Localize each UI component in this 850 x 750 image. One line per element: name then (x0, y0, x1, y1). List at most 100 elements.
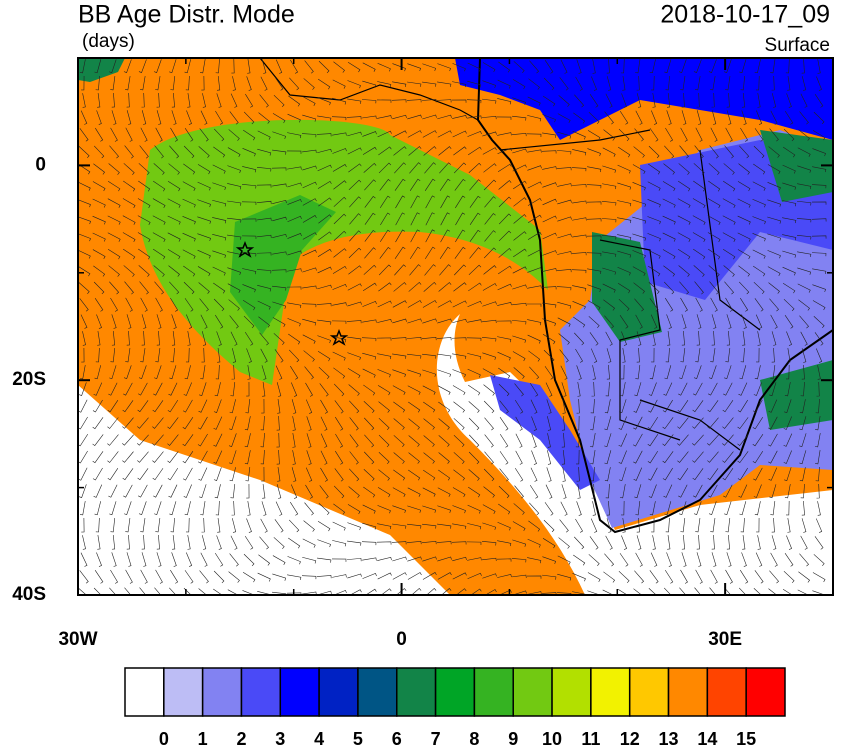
wind-barb (291, 467, 297, 482)
wind-barb (617, 250, 632, 258)
wind-barb (377, 385, 391, 396)
wind-barb (723, 265, 735, 277)
wind-barb (317, 78, 331, 90)
wind-barb (636, 535, 642, 550)
wind-barb (512, 335, 527, 343)
wind-barb (378, 469, 390, 481)
wind-barb (287, 268, 302, 272)
wind-barb (680, 76, 686, 91)
wind-barb (797, 589, 809, 595)
wind-barb (332, 574, 347, 578)
wind-barb (125, 518, 131, 533)
wind-barb (197, 181, 211, 191)
wind-barb (572, 217, 587, 221)
wind-barb (559, 519, 569, 533)
wind-barb (94, 501, 102, 516)
wind-barb (122, 232, 136, 243)
wind-barb (513, 214, 527, 224)
wind-barb (407, 572, 422, 580)
wind-barb (452, 385, 466, 396)
wind-barb (347, 301, 362, 307)
wind-barb (407, 505, 422, 513)
wind-barb (185, 75, 190, 91)
wind-barb (605, 331, 613, 346)
wind-barb (213, 416, 223, 430)
wind-barb (109, 281, 120, 295)
wind-barb (693, 501, 702, 515)
wind-barb (783, 570, 795, 584)
wind-barb (138, 180, 151, 192)
wind-barb (782, 182, 797, 190)
wind-barb (320, 450, 328, 465)
wind-barb (557, 301, 572, 309)
wind-barb (634, 570, 645, 584)
wind-barb (333, 367, 346, 379)
wind-barb (527, 319, 542, 326)
wind-barb (665, 127, 674, 142)
wind-barb (349, 451, 359, 465)
wind-barb (544, 502, 554, 516)
wind-barb (768, 588, 778, 595)
wind-barb (771, 93, 777, 108)
wind-barb (317, 351, 331, 362)
wind-barb (242, 572, 256, 583)
wind-barb (78, 181, 91, 191)
wind-barb (213, 467, 222, 481)
wind-barb (556, 286, 572, 291)
wind-barb (770, 552, 778, 567)
wind-barb (272, 149, 287, 155)
wind-barb (572, 285, 587, 292)
wind-barb (362, 319, 377, 323)
wind-barb (199, 570, 209, 584)
wind-barb (664, 501, 672, 516)
wind-barb (394, 264, 406, 276)
wind-barb (262, 484, 266, 499)
wind-barb (92, 215, 106, 225)
wind-barb (484, 434, 494, 448)
wind-barb (287, 574, 302, 581)
wind-barb (740, 127, 749, 142)
wind-barb (333, 248, 347, 258)
wind-barb (347, 352, 361, 361)
wind-barb (782, 217, 797, 224)
wind-barb (771, 517, 775, 533)
wind-barb (466, 541, 482, 545)
wind-barb (662, 417, 674, 430)
wind-barb (292, 433, 296, 448)
wind-barb (678, 484, 688, 498)
wind-barb (768, 450, 778, 464)
wind-barb (482, 116, 497, 120)
wind-barb (799, 416, 807, 431)
wind-barb (167, 198, 181, 208)
wind-barb (592, 365, 596, 380)
wind-barb (771, 331, 777, 346)
wind-barb (232, 348, 237, 363)
wind-barb (650, 314, 658, 329)
wind-barb (529, 484, 539, 499)
wind-barb (801, 518, 807, 533)
wind-barb (692, 451, 704, 463)
wind-barb (527, 181, 542, 189)
wind-barb (184, 365, 191, 380)
wind-barb (286, 286, 302, 290)
wind-barb (484, 213, 496, 225)
wind-barb (215, 110, 224, 125)
wind-barb (140, 297, 148, 312)
wind-barb (304, 366, 314, 380)
wind-barb (125, 127, 133, 142)
wind-barb (318, 366, 330, 380)
wind-barb (588, 316, 600, 328)
wind-barb (453, 469, 465, 481)
wind-barb (425, 229, 435, 243)
wind-barb (603, 299, 616, 311)
wind-barb (170, 348, 175, 363)
wind-barb (577, 484, 581, 499)
wind-barb (287, 199, 302, 205)
wind-barb (422, 540, 437, 545)
wind-barb (662, 181, 676, 192)
wind-barb (587, 572, 601, 583)
wind-barb (257, 234, 272, 239)
wind-barb (604, 433, 612, 448)
wind-barb (197, 164, 211, 175)
wind-barb (467, 146, 482, 156)
